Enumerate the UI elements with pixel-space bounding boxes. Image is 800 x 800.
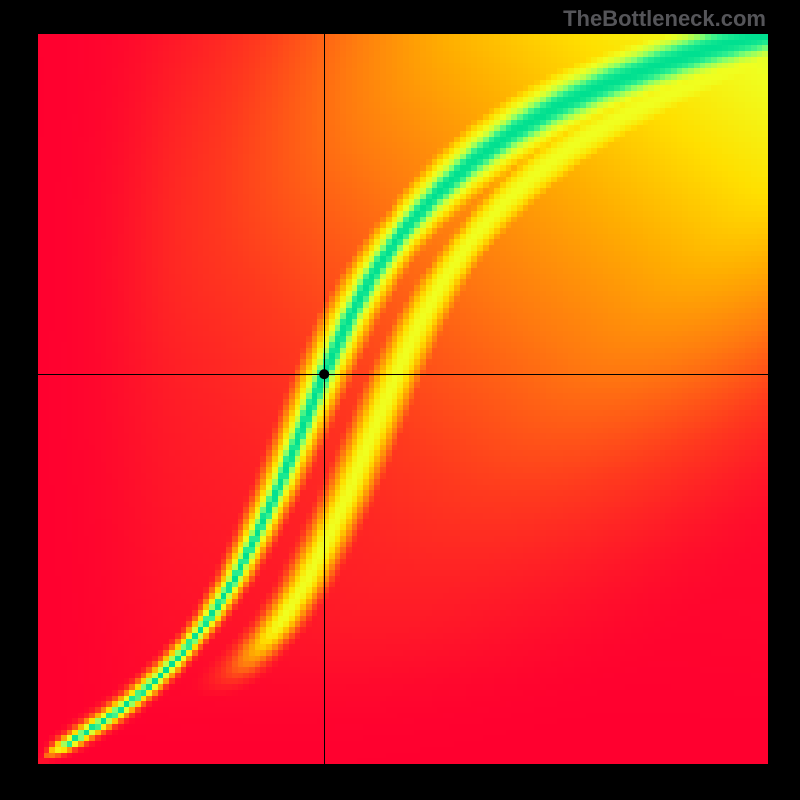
- watermark-text: TheBottleneck.com: [563, 6, 766, 32]
- bottleneck-heatmap: [0, 0, 800, 800]
- chart-container: { "watermark": { "text": "TheBottleneck.…: [0, 0, 800, 800]
